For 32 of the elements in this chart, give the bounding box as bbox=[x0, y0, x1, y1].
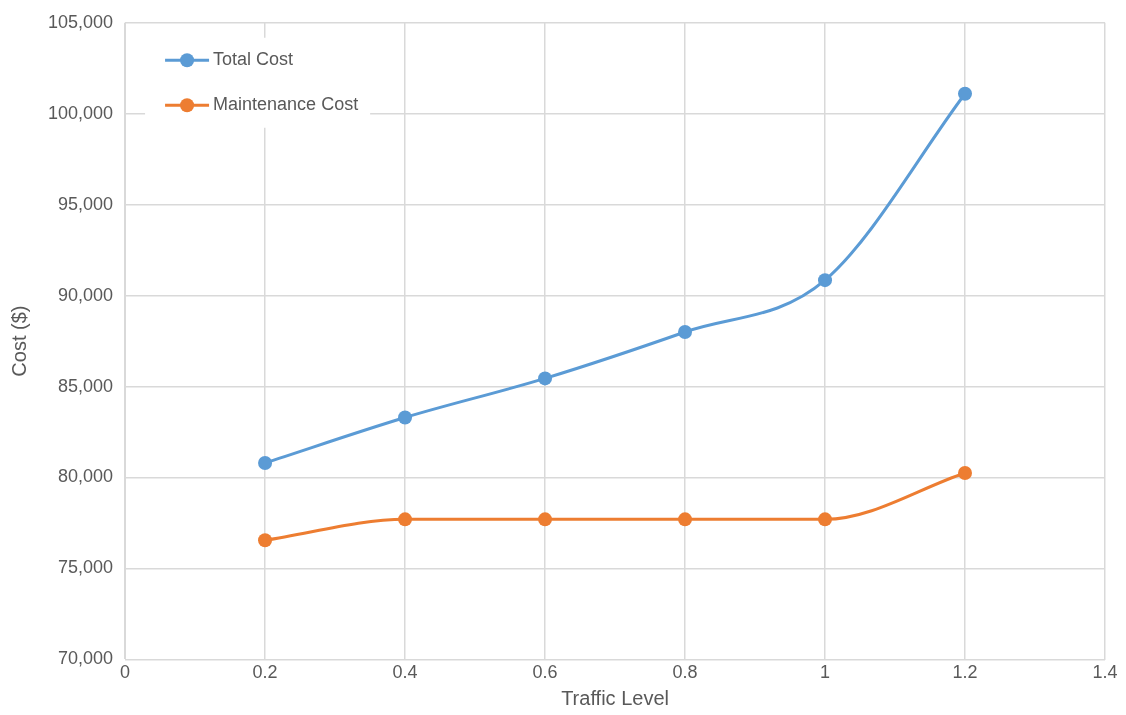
point bbox=[958, 465, 973, 480]
point bbox=[258, 533, 273, 548]
y-tick-label: 70,000 bbox=[58, 648, 114, 669]
y-axis-title: Cost ($) bbox=[7, 305, 30, 377]
point bbox=[398, 410, 413, 425]
legend-label: Total Cost bbox=[213, 49, 294, 70]
x-axis-title: Traffic Level bbox=[561, 686, 669, 709]
point bbox=[678, 512, 693, 527]
x-tick-label: 0.8 bbox=[672, 662, 698, 683]
x-tick-label: 0.6 bbox=[532, 662, 558, 683]
y-tick-label: 95,000 bbox=[58, 193, 114, 214]
y-tick-label: 100,000 bbox=[47, 102, 114, 123]
point bbox=[258, 455, 273, 470]
y-tick-label: 80,000 bbox=[58, 466, 114, 487]
y-tick-label: 75,000 bbox=[58, 557, 114, 578]
x-tick-label: 0.4 bbox=[392, 662, 418, 683]
point bbox=[538, 371, 553, 386]
legend-label: Maintenance Cost bbox=[213, 94, 359, 115]
x-tick-label: 0 bbox=[120, 662, 131, 683]
x-tick-label: 1 bbox=[820, 662, 831, 683]
point bbox=[818, 512, 833, 527]
point bbox=[818, 273, 833, 288]
y-tick-label: 90,000 bbox=[58, 284, 114, 305]
y-tick-label: 105,000 bbox=[47, 11, 114, 32]
y-tick-label: 85,000 bbox=[58, 375, 114, 396]
point bbox=[678, 325, 693, 340]
point bbox=[958, 86, 973, 101]
x-tick-label: 1.4 bbox=[1092, 662, 1118, 683]
x-tick-label: 0.2 bbox=[252, 662, 278, 683]
point bbox=[398, 512, 413, 527]
x-tick-label: 1.2 bbox=[952, 662, 978, 683]
point bbox=[538, 512, 553, 527]
